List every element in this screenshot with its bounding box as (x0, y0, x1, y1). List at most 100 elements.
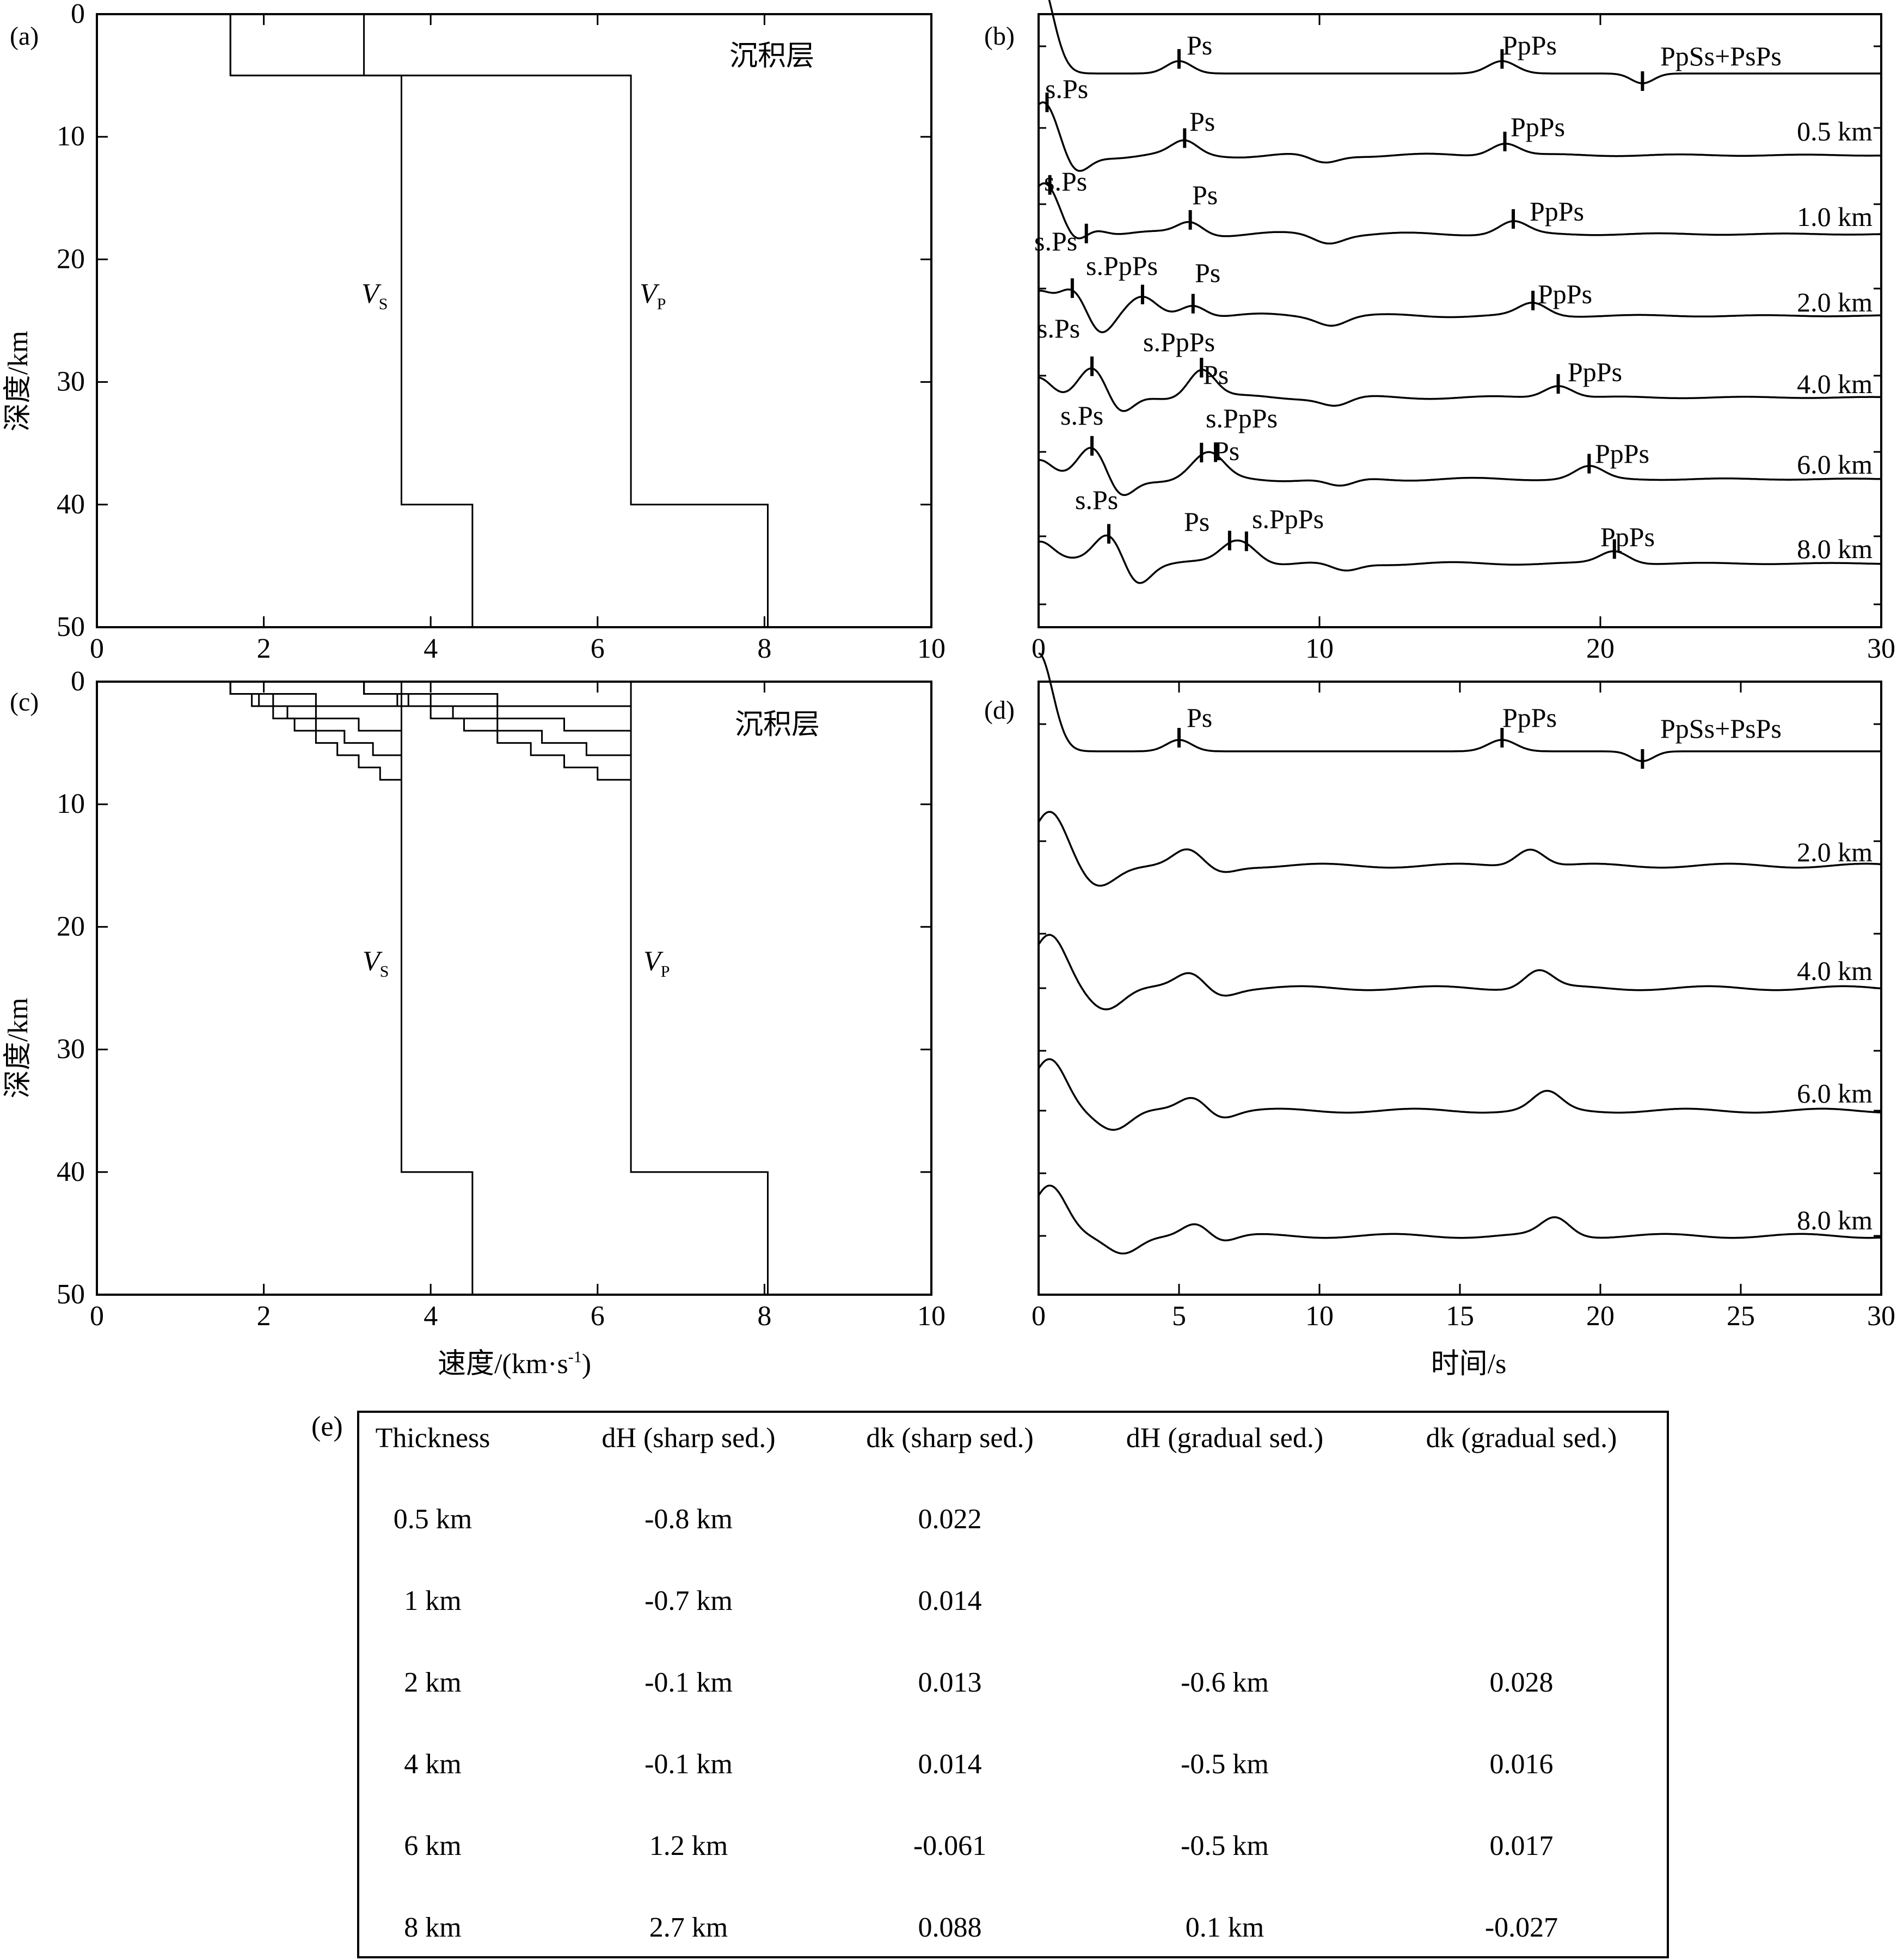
rf-trace-8-0-km (1038, 1184, 1882, 1255)
y-tick-label: 0 (71, 666, 85, 697)
rf-trace-4-0-km (1038, 367, 1881, 412)
x-tick-label: 10 (1305, 633, 1334, 664)
table-cell: -0.7 km (644, 1585, 733, 1616)
table-cell: -0.061 (913, 1830, 986, 1861)
table-cell: 1.2 km (649, 1830, 728, 1861)
trace-label: 2.0 km (1797, 837, 1873, 867)
trace-label: 4.0 km (1797, 955, 1873, 986)
trace-label: 4.0 km (1797, 369, 1873, 399)
x-tick-label: 30 (1867, 1301, 1895, 1332)
panel-c-model-lines (229, 682, 769, 1295)
x-tick-label: 10 (917, 633, 946, 664)
panel-d-label: (d) (984, 696, 1015, 725)
y-tick-label: 20 (57, 911, 85, 942)
model-line-vs (229, 14, 474, 627)
table-cell: 0.013 (918, 1667, 982, 1698)
table-cell: 0.014 (918, 1585, 982, 1616)
model-line-vp (363, 14, 769, 627)
table-cell: -0.5 km (1181, 1749, 1269, 1780)
table-header: dH (gradual sed.) (1126, 1423, 1323, 1454)
panel-e-cells: Thickness dH (sharp sed.) dk (sharp sed.) d… (376, 1423, 1617, 1943)
table-cell: 0.014 (918, 1749, 982, 1780)
gradual-vs-8km (229, 682, 402, 781)
x-tick-label: 0 (1032, 1301, 1046, 1332)
panel-b-ticks: 0 10 20 30 (1032, 14, 1895, 664)
table-cell: 0.016 (1490, 1749, 1554, 1780)
phase-label-pppps: PpPs (1502, 30, 1557, 60)
panel-c-velocity-model-gradual: (c) 0 2 4 6 8 10 0 10 20 30 40 50 深度/km 沉积层 VS VP 速… (3, 666, 946, 1380)
panel-a-vs-label: VS (361, 278, 388, 313)
phase-label-ps: Ps (1189, 106, 1215, 137)
x-tick-label: 2 (257, 633, 271, 664)
x-tick-label: 0 (90, 1301, 104, 1332)
phase-label-s-ps: s.Ps (1060, 400, 1103, 431)
trace-label: 2.0 km (1797, 287, 1873, 317)
table-header: dH (sharp sed.) (601, 1423, 775, 1454)
x-tick-label: 25 (1727, 1301, 1755, 1332)
table-cell: 4 km (404, 1749, 461, 1780)
table-cell: 0.1 km (1186, 1912, 1264, 1943)
phase-label-pppps: PpPs (1511, 112, 1565, 142)
phase-label-s-ps: s.Ps (1034, 226, 1077, 256)
trace-label: 8.0 km (1797, 534, 1873, 564)
panel-c-ticks: 0 2 4 6 8 10 0 10 20 30 40 50 (57, 666, 946, 1332)
trace-label: 6.0 km (1797, 449, 1873, 480)
panel-b-traces (1038, 0, 1882, 584)
phase-label-pppps: PpPs (1600, 522, 1655, 552)
phase-label-ps: Ps (1203, 359, 1229, 390)
x-tick-label: 10 (917, 1301, 946, 1332)
y-tick-label: 40 (57, 1156, 85, 1187)
x-tick-label: 4 (423, 633, 438, 664)
rf-trace-6-0-km (1038, 1058, 1882, 1131)
phase-label-s-pppps: s.PpPs (1143, 327, 1215, 357)
panel-b-label: (b) (984, 22, 1015, 51)
gradual-vp-6km (363, 682, 631, 756)
phase-label-s-pppps: s.PpPs (1252, 504, 1324, 534)
gradual-vs-6km (229, 682, 402, 756)
phase-label-s-pppps: s.PpPs (1206, 403, 1278, 433)
phase-label-pppps: PpPs (1595, 438, 1649, 469)
rf-trace-2-0-km (1038, 288, 1881, 333)
phase-label-pppps: PpPs (1568, 357, 1622, 387)
phase-label-s-ps: s.Ps (1037, 313, 1080, 344)
rf-trace-0-5-km (1038, 101, 1881, 172)
x-tick-label: 20 (1586, 633, 1615, 664)
x-tick-label: 8 (757, 633, 771, 664)
table-cell: 2.7 km (649, 1912, 728, 1943)
x-tick-label: 5 (1172, 1301, 1186, 1332)
panel-d-receiver-functions-gradual: (d) 0 5 10 15 20 25 30 Ps PpPs PpSs+PsPs 2.0 km 4.… (984, 652, 1895, 1380)
table-cell: 6 km (404, 1830, 461, 1861)
phase-label-ps: Ps (1192, 180, 1218, 210)
x-tick-label: 20 (1586, 1301, 1615, 1332)
y-tick-label: 50 (57, 1279, 85, 1310)
y-tick-label: 30 (57, 1034, 85, 1065)
x-tick-label: 15 (1446, 1301, 1474, 1332)
y-tick-label: 20 (57, 243, 85, 274)
panel-a-model-lines (229, 14, 769, 627)
trace-label: 8.0 km (1797, 1205, 1873, 1235)
table-cell: -0.1 km (644, 1749, 733, 1780)
panel-e-frame (357, 1411, 1669, 1958)
phase-label-s-pppps: s.PpPs (1086, 250, 1158, 281)
x-tick-label: 0 (90, 633, 104, 664)
panel-a-ylabel: 深度/km (3, 331, 34, 432)
rf-trace-6-0-km (1039, 446, 1882, 497)
phase-label-ppss-psps: PpSs+PsPs (1660, 41, 1782, 71)
y-tick-label: 10 (57, 788, 85, 819)
panel-c-xlabel: 速度/(km·s-1) (438, 1348, 591, 1380)
panel-c-vs-label: VS (363, 946, 389, 981)
table-header: dk (sharp sed.) (866, 1423, 1034, 1454)
phase-label-ps: Ps (1184, 506, 1210, 537)
x-tick-label: 30 (1867, 633, 1895, 664)
x-tick-label: 10 (1305, 1301, 1334, 1332)
panel-b-labels: Ps PpPs PpSs+PsPs s.Ps Ps PpPs s.Ps Ps PpPs s.Ps s… (1034, 30, 1873, 564)
phase-label-s-ps: s.Ps (1044, 166, 1087, 197)
table-cell: 0.5 km (394, 1504, 472, 1535)
panel-a-ticks: 0 2 4 6 8 10 0 10 20 30 40 50 (57, 0, 946, 664)
x-tick-label: 6 (591, 633, 605, 664)
panel-d-labels: Ps PpPs PpSs+PsPs 2.0 km 4.0 km 6.0 km 8.0 km (1187, 702, 1873, 1235)
panel-c-ylabel: 深度/km (3, 998, 34, 1099)
model-line-vs (401, 682, 474, 1295)
